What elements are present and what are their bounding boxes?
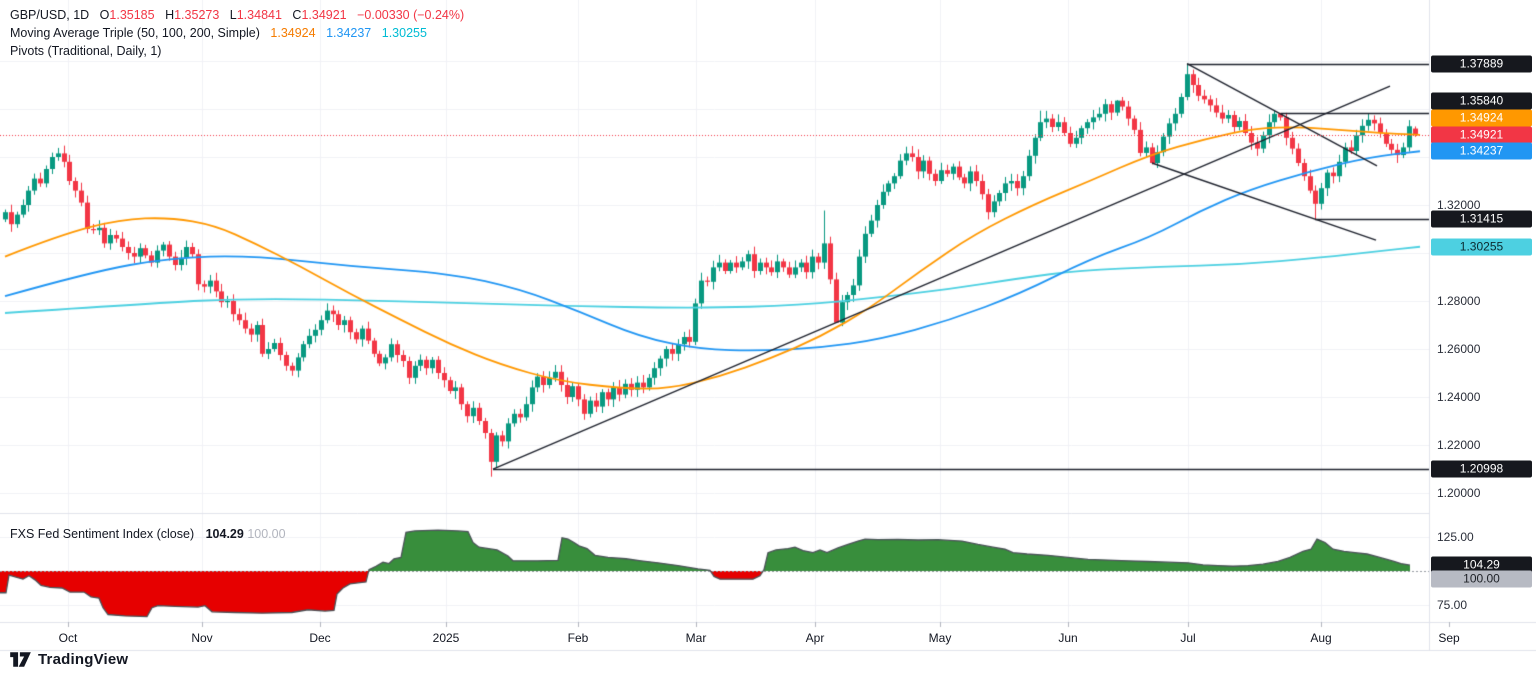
symbol-row[interactable]: GBP/USD, 1D O1.35185 H1.35273 L1.34841 C… [10, 6, 464, 24]
sentiment-title: FXS Fed Sentiment Index (close) [10, 527, 195, 541]
tradingview-logo-text: TradingView [38, 651, 129, 668]
main-legend: GBP/USD, 1D O1.35185 H1.35273 L1.34841 C… [10, 6, 464, 60]
tradingview-logo-icon [10, 652, 31, 667]
ma200-value: 1.30255 [381, 26, 427, 40]
ma-indicator-row[interactable]: Moving Average Triple (50, 100, 200, Sim… [10, 24, 464, 42]
ohlc-low: L1.34841 [229, 8, 282, 22]
change-value: −0.00330 (−0.24%) [357, 8, 465, 22]
sentiment-baseline-value: 100.00 [247, 527, 286, 541]
sentiment-value: 104.29 [205, 527, 244, 541]
sentiment-legend[interactable]: FXS Fed Sentiment Index (close) 104.29 1… [10, 527, 286, 541]
tradingview-watermark[interactable]: TradingView [9, 651, 128, 668]
ma50-value: 1.34924 [270, 26, 316, 40]
pivots-indicator-row[interactable]: Pivots (Traditional, Daily, 1) [10, 42, 464, 60]
ohlc-open: O1.35185 [99, 8, 155, 22]
ma-indicator-title: Moving Average Triple (50, 100, 200, Sim… [10, 26, 260, 40]
symbol-title: GBP/USD, 1D [10, 8, 90, 22]
ma100-value: 1.34237 [326, 26, 372, 40]
ohlc-close: C1.34921 [292, 8, 347, 22]
ohlc-high: H1.35273 [165, 8, 220, 22]
pivots-indicator-title: Pivots (Traditional, Daily, 1) [10, 44, 162, 58]
